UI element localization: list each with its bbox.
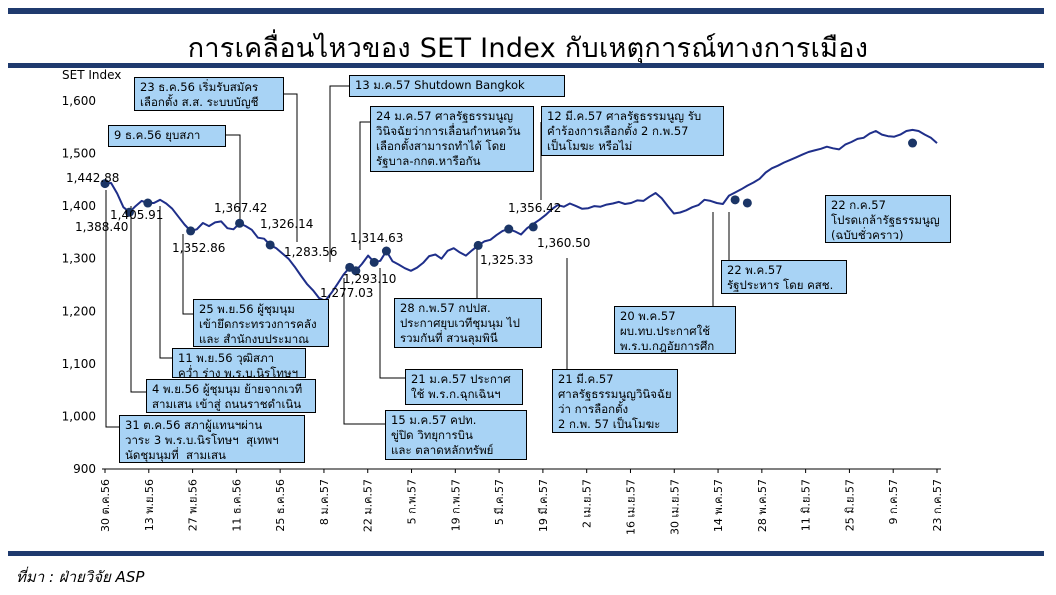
annotation-box-20-may-57: 20 พ.ค.57 ผบ.ทบ.ประกาศใช้ พ.ร.บ.กฎอัยการ… [614, 306, 736, 354]
x-tick-label: 19 ก.พ.57 [449, 479, 462, 531]
data-label: 1,314.63 [350, 231, 403, 245]
annotation-leader-line-4 [226, 134, 241, 220]
annotation-box-9-dec-56: 9 ธ.ค.56 ยุบสภา [108, 125, 226, 147]
x-tick-label: 14 พ.ค.57 [712, 479, 725, 532]
data-label: 1,283.56 [284, 245, 337, 259]
x-tick-label: 16 เม.ย.57 [624, 479, 637, 535]
x-tick-label: 19 มี.ค.57 [537, 479, 550, 532]
data-point-marker [186, 226, 196, 236]
annotation-box-12-mar-57: 12 มี.ค.57 ศาลรัฐธรรมนูญ รับ คำร้องการเล… [541, 106, 724, 156]
x-tick-label: 25 ธ.ค.56 [274, 479, 287, 532]
data-point-marker [908, 138, 918, 148]
annotation-box-21-jan-57: 21 ม.ค.57 ประกาศ ใช้ พ.ร.ก.ฉุกเฉินฯ [405, 369, 523, 405]
y-tick-label: 1,100 [62, 357, 96, 371]
x-tick-label: 9 ก.ค.57 [887, 479, 900, 525]
data-point-marker [235, 218, 245, 228]
chart-title: การเคลื่อนไหวของ SET Index กับเหตุการณ์ท… [187, 33, 869, 64]
annotation-box-28-feb-57: 28 ก.พ.57 กปปส. ประกาศยุบเวทีชุมนุม ไป ร… [394, 298, 542, 348]
data-label: 1,388.40 [75, 220, 128, 234]
data-point-marker [730, 195, 740, 205]
data-point-marker [742, 198, 752, 208]
y-tick-label: 1,300 [62, 252, 96, 266]
annotation-box-25-nov-56: 25 พ.ย.56 ผู้ชุมนุม เข้ายึดกระทรวงการคลั… [193, 299, 329, 347]
annotation-leader-line-2 [159, 206, 172, 359]
x-tick-label: 5 มี.ค.57 [493, 479, 506, 525]
annotation-box-11-nov-56: 11 พ.ย.56 วุฒิสภา คว่ำ ร่าง พ.ร.บ.นิรโทษ… [172, 348, 306, 380]
data-label: 1,277.03 [320, 286, 373, 300]
data-label: 1,326.14 [260, 217, 313, 231]
data-point-marker [124, 207, 134, 217]
x-tick-label: 2 เม.ย.57 [581, 479, 594, 528]
data-point-marker [369, 257, 379, 267]
x-tick-label: 23 ก.ค.57 [931, 479, 944, 532]
annotation-box-13-jan-57: 13 ม.ค.57 Shutdown Bangkok [349, 75, 565, 97]
x-tick-label: 30 ต.ค.56 [99, 479, 112, 532]
annotation-box-22-may-57: 22 พ.ค.57 รัฐประหาร โดย คสช. [721, 260, 847, 294]
data-label: 1,360.50 [537, 236, 590, 250]
y-tick-label: 1,600 [62, 94, 96, 108]
bottom-rule [8, 551, 1044, 556]
data-label: 1,405.91 [110, 208, 163, 222]
y-axis-label: SET Index [62, 68, 121, 82]
x-tick-label: 13 พ.ย.56 [143, 479, 156, 531]
x-tick-label: 5 ก.พ.57 [406, 479, 419, 524]
annotation-leader-line-3 [182, 234, 193, 315]
data-label: 1,325.33 [480, 253, 533, 267]
data-point-marker [528, 222, 538, 232]
annotation-leader-line-5 [284, 93, 298, 242]
source-note: ที่มา : ฝ่ายวิจัย ASP [16, 568, 145, 586]
annotation-box-23-dec-56: 23 ธ.ค.56 เริ่มรับสมัคร เลือกตั้ง ส.ส. ร… [134, 77, 284, 111]
y-tick-label: 1,200 [62, 304, 96, 318]
data-label: 1,356.42 [508, 201, 561, 215]
x-tick-label: 25 มิ.ย.57 [843, 479, 856, 531]
annotation-leader-line-12 [552, 258, 568, 384]
annotation-box-15-jan-57: 15 ม.ค.57 คปท. ขู่ปิด วิทยุการบิน และ ตล… [385, 410, 527, 460]
x-tick-label: 11 มิ.ย.57 [800, 479, 813, 531]
annotation-leader-line-14 [721, 212, 730, 265]
data-point-marker [381, 246, 391, 256]
x-tick-label: 8 ม.ค.57 [318, 479, 331, 525]
annotation-leader-line-1 [130, 206, 146, 393]
annotation-leader-line-0 [105, 190, 119, 428]
data-label: 1,293.10 [343, 272, 396, 286]
annotation-box-22-jul-57: 22 ก.ค.57 โปรดเกล้ารัฐธรรมนูญ (ฉบับชั่วค… [825, 195, 951, 243]
y-tick-label: 1,000 [62, 409, 96, 423]
data-label: 1,352.86 [172, 241, 225, 255]
data-point-marker [473, 240, 483, 250]
x-tick-label: 30 เม.ย.57 [668, 479, 681, 535]
annotation-box-31-oct-56: 31 ต.ค.56 สภาผู้แทนฯผ่าน วาระ 3 พ.ร.บ.นิ… [119, 415, 305, 463]
annotation-box-24-jan-57: 24 ม.ค.57 ศาลรัฐธรรมนูญ วินิจฉัยว่าการเล… [370, 106, 534, 172]
x-tick-label: 11 ธ.ค.56 [230, 479, 243, 532]
x-tick-label: 27 พ.ย.56 [187, 479, 200, 531]
y-tick-label: 1,500 [62, 147, 96, 161]
y-tick-label: 900 [73, 462, 96, 476]
data-label: 1,442.88 [66, 171, 119, 185]
annotation-leader-line-7 [343, 278, 385, 425]
data-point-marker [265, 240, 275, 250]
title-underline [8, 63, 1044, 68]
x-tick-label: 22 ม.ค.57 [362, 479, 375, 532]
annotation-box-21-mar-57: 21 มี.ค.57 ศาลรัฐธรรมนูญวินิจฉัย ว่า การ… [552, 369, 678, 433]
data-point-marker [351, 266, 361, 276]
data-label: 1,367.42 [214, 201, 267, 215]
top-rule [8, 8, 1044, 14]
data-point-marker [143, 198, 153, 208]
data-point-marker [100, 179, 110, 189]
annotation-leader-line-9 [359, 121, 370, 250]
y-tick-label: 1,400 [62, 199, 96, 213]
annotation-leader-line-8 [379, 268, 405, 379]
data-point-marker [504, 224, 514, 234]
x-tick-label: 28 พ.ค.57 [756, 479, 769, 532]
annotation-box-4-nov-56: 4 พ.ย.56 ผู้ชุมนุม ย้ายจากเวที สามเสน เข… [146, 379, 316, 413]
annotation-leader-line-6 [329, 85, 349, 262]
